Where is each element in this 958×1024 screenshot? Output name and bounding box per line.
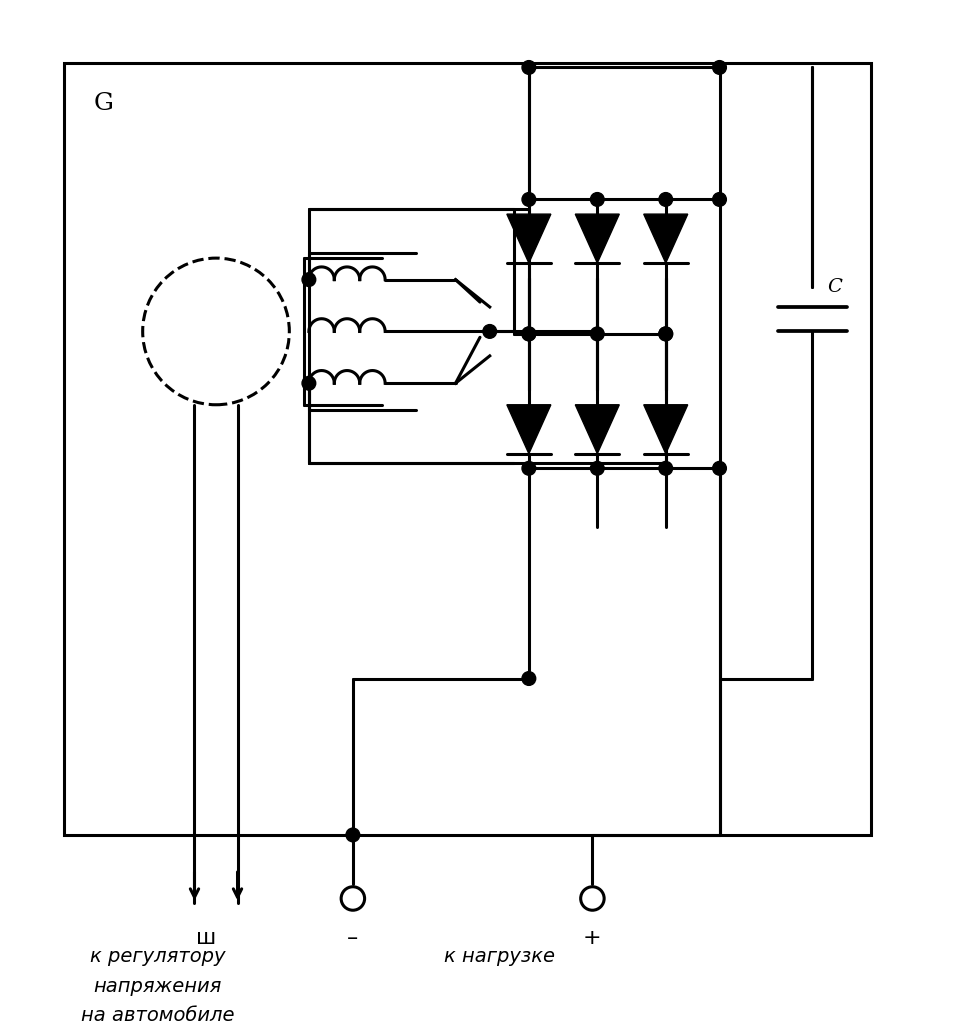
- Circle shape: [522, 327, 536, 341]
- Polygon shape: [576, 404, 619, 454]
- Text: к нагрузке: к нагрузке: [444, 947, 555, 967]
- Circle shape: [590, 462, 604, 475]
- Text: на автомобиле: на автомобиле: [80, 1006, 234, 1024]
- Circle shape: [522, 60, 536, 75]
- Circle shape: [522, 462, 536, 475]
- Circle shape: [346, 828, 359, 842]
- Circle shape: [302, 377, 316, 390]
- Circle shape: [713, 193, 726, 206]
- Circle shape: [659, 327, 673, 341]
- Circle shape: [302, 272, 316, 287]
- Text: +: +: [583, 928, 602, 948]
- Polygon shape: [507, 404, 551, 454]
- Text: C: C: [827, 279, 842, 296]
- Text: напряжения: напряжения: [93, 977, 221, 995]
- Circle shape: [713, 462, 726, 475]
- Bar: [64, 62, 871, 835]
- Circle shape: [590, 193, 604, 206]
- Polygon shape: [644, 404, 688, 454]
- Polygon shape: [576, 214, 619, 263]
- Circle shape: [659, 462, 673, 475]
- Circle shape: [581, 887, 604, 910]
- Polygon shape: [644, 214, 688, 263]
- Text: –: –: [347, 928, 358, 948]
- Circle shape: [341, 887, 365, 910]
- Circle shape: [522, 327, 536, 341]
- Circle shape: [483, 325, 496, 338]
- Text: G: G: [94, 92, 114, 115]
- Circle shape: [522, 193, 536, 206]
- Text: ш: ш: [196, 928, 217, 948]
- Circle shape: [522, 672, 536, 685]
- Circle shape: [659, 193, 673, 206]
- Polygon shape: [507, 214, 551, 263]
- Circle shape: [659, 327, 673, 341]
- Circle shape: [713, 60, 726, 75]
- Circle shape: [590, 327, 604, 341]
- Text: к регулятору: к регулятору: [90, 947, 225, 967]
